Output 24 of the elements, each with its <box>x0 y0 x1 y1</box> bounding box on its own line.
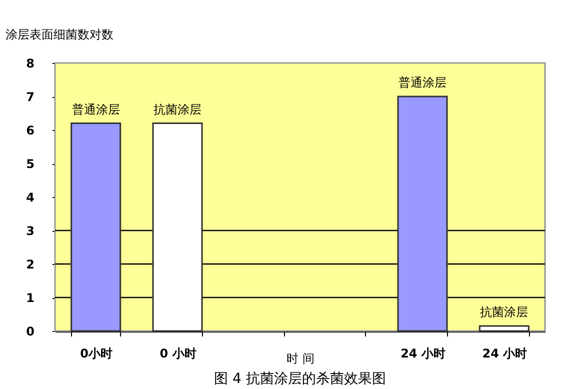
y-tick-label: 8 <box>26 56 34 70</box>
bar <box>70 122 122 332</box>
data-label: 抗菌涂层 <box>154 102 202 116</box>
y-tick-label: 4 <box>26 190 34 204</box>
x-axis-title: 时 间 <box>286 352 314 366</box>
x-tick-label: 24 小时 <box>482 346 528 360</box>
data-label: 抗菌涂层 <box>480 304 528 319</box>
x-tick-label: 0小时 <box>80 346 113 360</box>
y-tick-label: 6 <box>26 124 34 138</box>
y-tick-label: 2 <box>26 258 34 272</box>
y-tick-label: 0 <box>26 324 34 338</box>
bar <box>397 96 448 332</box>
x-tick-label: 24 小时 <box>400 346 446 360</box>
text: 图 4 抗菌涂层的杀菌效果图 <box>214 371 386 387</box>
y-tick-label: 5 <box>26 157 34 171</box>
y-axis-title: 涂层表面细菌数对数 <box>6 28 114 42</box>
bar <box>152 122 203 332</box>
y-tick-label: 1 <box>26 291 34 305</box>
data-label: 普通涂层 <box>72 102 120 116</box>
bar <box>478 325 530 332</box>
y-tick-label: 7 <box>26 90 34 104</box>
x-tick-label: 0 小时 <box>160 346 196 360</box>
data-label: 普通涂层 <box>398 76 446 90</box>
y-tick-label: 3 <box>26 224 34 238</box>
